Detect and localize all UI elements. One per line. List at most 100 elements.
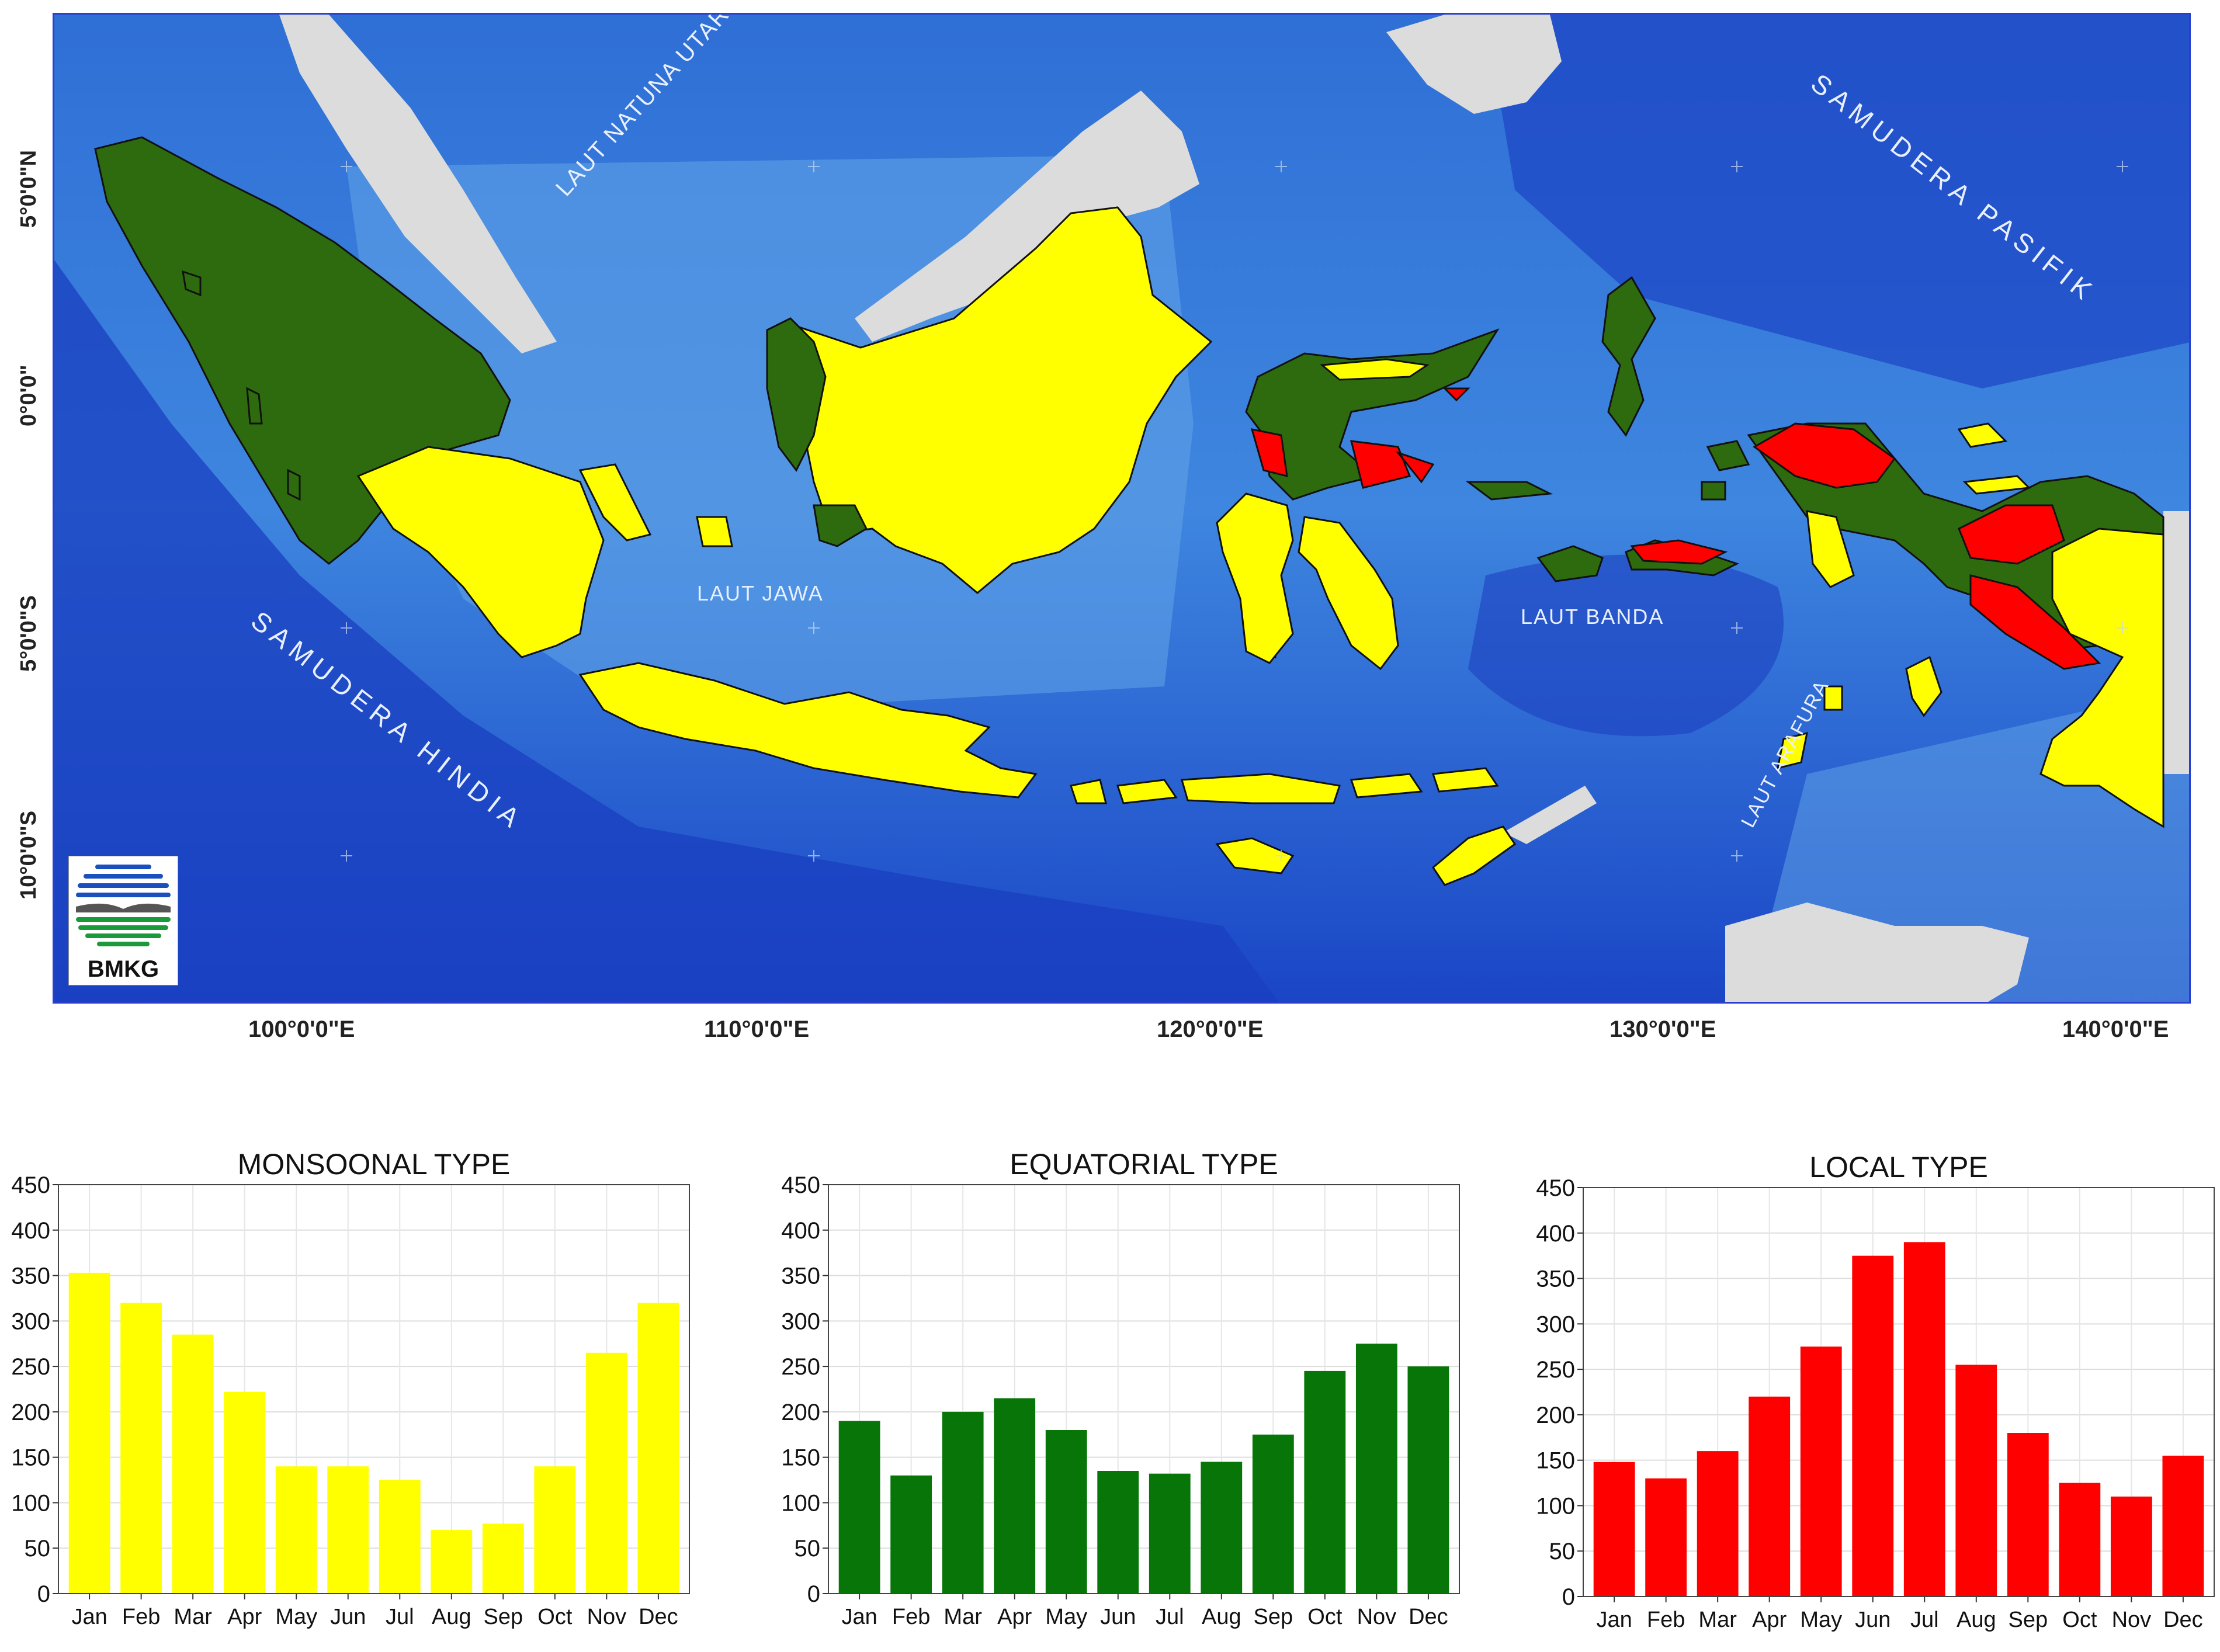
bar-jun — [1852, 1255, 1894, 1597]
x-tick-label: Jun — [1855, 1608, 1891, 1632]
x-tick-label: Feb — [122, 1605, 160, 1629]
sulawesi-monsoonal-south — [1216, 492, 1294, 664]
bar-nov — [1355, 1344, 1397, 1594]
plot-frame — [1583, 1187, 2215, 1597]
y-tick-label: 350 — [781, 1264, 820, 1289]
x-tick-label: Nov — [2112, 1608, 2152, 1632]
y-tick-label: 350 — [11, 1264, 50, 1289]
bar-aug — [431, 1530, 473, 1594]
bmkg-emblem-icon — [76, 861, 171, 946]
chart-equatorial-type: EQUATORIAL TYPE 0 50 100 150 200 250 300 350 400 4… — [781, 1148, 1460, 1629]
papua-monsoonal-south — [2039, 527, 2164, 828]
bmkg-logo-text: BMKG — [87, 956, 159, 982]
lat-label-5s: 5°0'0"S — [16, 595, 41, 672]
bar-aug — [1201, 1462, 1243, 1594]
x-tick-label: May — [1045, 1605, 1087, 1629]
bar-jan — [68, 1272, 110, 1594]
papua-new-guinea — [2163, 511, 2189, 774]
x-tick-label: Mar — [1698, 1608, 1737, 1632]
graticule — [341, 161, 2128, 862]
papua-local-2 — [1958, 504, 2065, 565]
sulawesi-local — [1250, 387, 1470, 659]
bar-feb — [890, 1475, 932, 1594]
y-tick-label: 200 — [781, 1400, 820, 1425]
y-tick-label: 400 — [1536, 1221, 1575, 1247]
map-canvas — [54, 15, 2189, 1002]
bar-sep — [482, 1523, 524, 1594]
y-tick-label: 100 — [11, 1490, 50, 1516]
indonesia-rainfall-type-map: LAUT NATUNA UTARA LAUT JAWA LAUT BANDA L… — [53, 13, 2191, 1004]
bmkg-logo: BMKG — [68, 856, 178, 985]
x-tick-label: Jan — [841, 1605, 877, 1629]
bar-mar — [1697, 1451, 1739, 1597]
chart-title: LOCAL TYPE — [1809, 1151, 1988, 1184]
x-tick-label: Dec — [2163, 1608, 2203, 1632]
bar-jul — [379, 1480, 421, 1594]
x-tick-label: Nov — [587, 1605, 627, 1629]
x-tick-label: May — [1800, 1608, 1842, 1632]
bar-apr — [1749, 1396, 1791, 1597]
x-tick-label: Dec — [1409, 1605, 1448, 1629]
x-tick-label: Sep — [1253, 1605, 1293, 1629]
y-tick-label: 450 — [1536, 1175, 1575, 1201]
y-tick-label: 0 — [1562, 1584, 1575, 1610]
x-tick-label: Sep — [2008, 1608, 2048, 1632]
y-tick-label: 300 — [11, 1309, 50, 1334]
bar-may — [1045, 1430, 1087, 1594]
bar-sep — [1252, 1434, 1294, 1594]
bar-nov — [585, 1352, 627, 1594]
x-tick-label: Jun — [1100, 1605, 1136, 1629]
y-tick-label: 300 — [781, 1309, 820, 1334]
bar-apr — [994, 1398, 1036, 1594]
y-tick-label: 150 — [781, 1445, 820, 1471]
lat-label-0: 0°0'0" — [16, 365, 41, 426]
malay-peninsula — [279, 15, 557, 353]
deep-ocean-banda — [1468, 554, 1784, 737]
papua-bird-head-monsoonal — [1806, 510, 1855, 588]
x-tick-label: Jan — [71, 1605, 107, 1629]
y-tick-label: 400 — [11, 1218, 50, 1244]
x-tick-label: Jun — [330, 1605, 366, 1629]
y-tick-label: 400 — [781, 1218, 820, 1244]
label-laut-banda: LAUT BANDA — [1521, 605, 1664, 629]
x-tick-label: Aug — [1957, 1608, 1996, 1632]
bar-jul — [1149, 1473, 1191, 1594]
x-tick-label: Mar — [174, 1605, 212, 1629]
x-tick-label: Oct — [1307, 1605, 1343, 1629]
bar-nov — [2110, 1496, 2152, 1597]
bar-may — [1800, 1346, 1842, 1597]
y-tick-label: 200 — [1536, 1403, 1575, 1428]
lat-label-5n: 5°0'0"N — [16, 150, 41, 228]
label-laut-jawa: LAUT JAWA — [697, 581, 824, 605]
sulawesi-monsoonal-southeast — [1298, 516, 1399, 671]
x-tick-label: Feb — [1647, 1608, 1685, 1632]
kei-aru — [1777, 655, 1943, 770]
lon-label-130e: 130°0'0"E — [1610, 1016, 1716, 1042]
bali-nusa — [1070, 767, 1517, 886]
x-tick-label: Jul — [386, 1605, 414, 1629]
y-tick-label: 250 — [781, 1354, 820, 1380]
lon-label-120e: 120°0'0"E — [1157, 1016, 1264, 1042]
bar-dec — [637, 1303, 679, 1594]
bar-mar — [172, 1334, 214, 1594]
x-tick-label: Jul — [1910, 1608, 1939, 1632]
y-tick-label: 0 — [37, 1581, 50, 1607]
bar-oct — [534, 1466, 576, 1594]
x-tick-label: Apr — [997, 1605, 1032, 1629]
bar-oct — [1304, 1370, 1346, 1594]
australia — [1725, 903, 2029, 1002]
chart-local-type: LOCAL TYPE 0 50 100 150 200 250 300 350 400 450 Jan… — [1536, 1151, 2215, 1632]
bar-jun — [1097, 1471, 1139, 1594]
halmahera — [1601, 276, 1656, 437]
y-tick-label: 250 — [11, 1354, 50, 1380]
bar-aug — [1955, 1365, 1997, 1597]
y-tick-label: 0 — [807, 1581, 820, 1607]
y-tick-label: 450 — [11, 1172, 50, 1198]
raja-ampat — [1701, 440, 1750, 501]
deep-ocean-pacific — [1486, 15, 2189, 388]
bar-may — [275, 1466, 317, 1594]
x-tick-label: Jul — [1156, 1605, 1184, 1629]
plot-frame — [828, 1184, 1460, 1594]
bar-jan — [1593, 1462, 1635, 1597]
bar-jun — [327, 1466, 369, 1594]
